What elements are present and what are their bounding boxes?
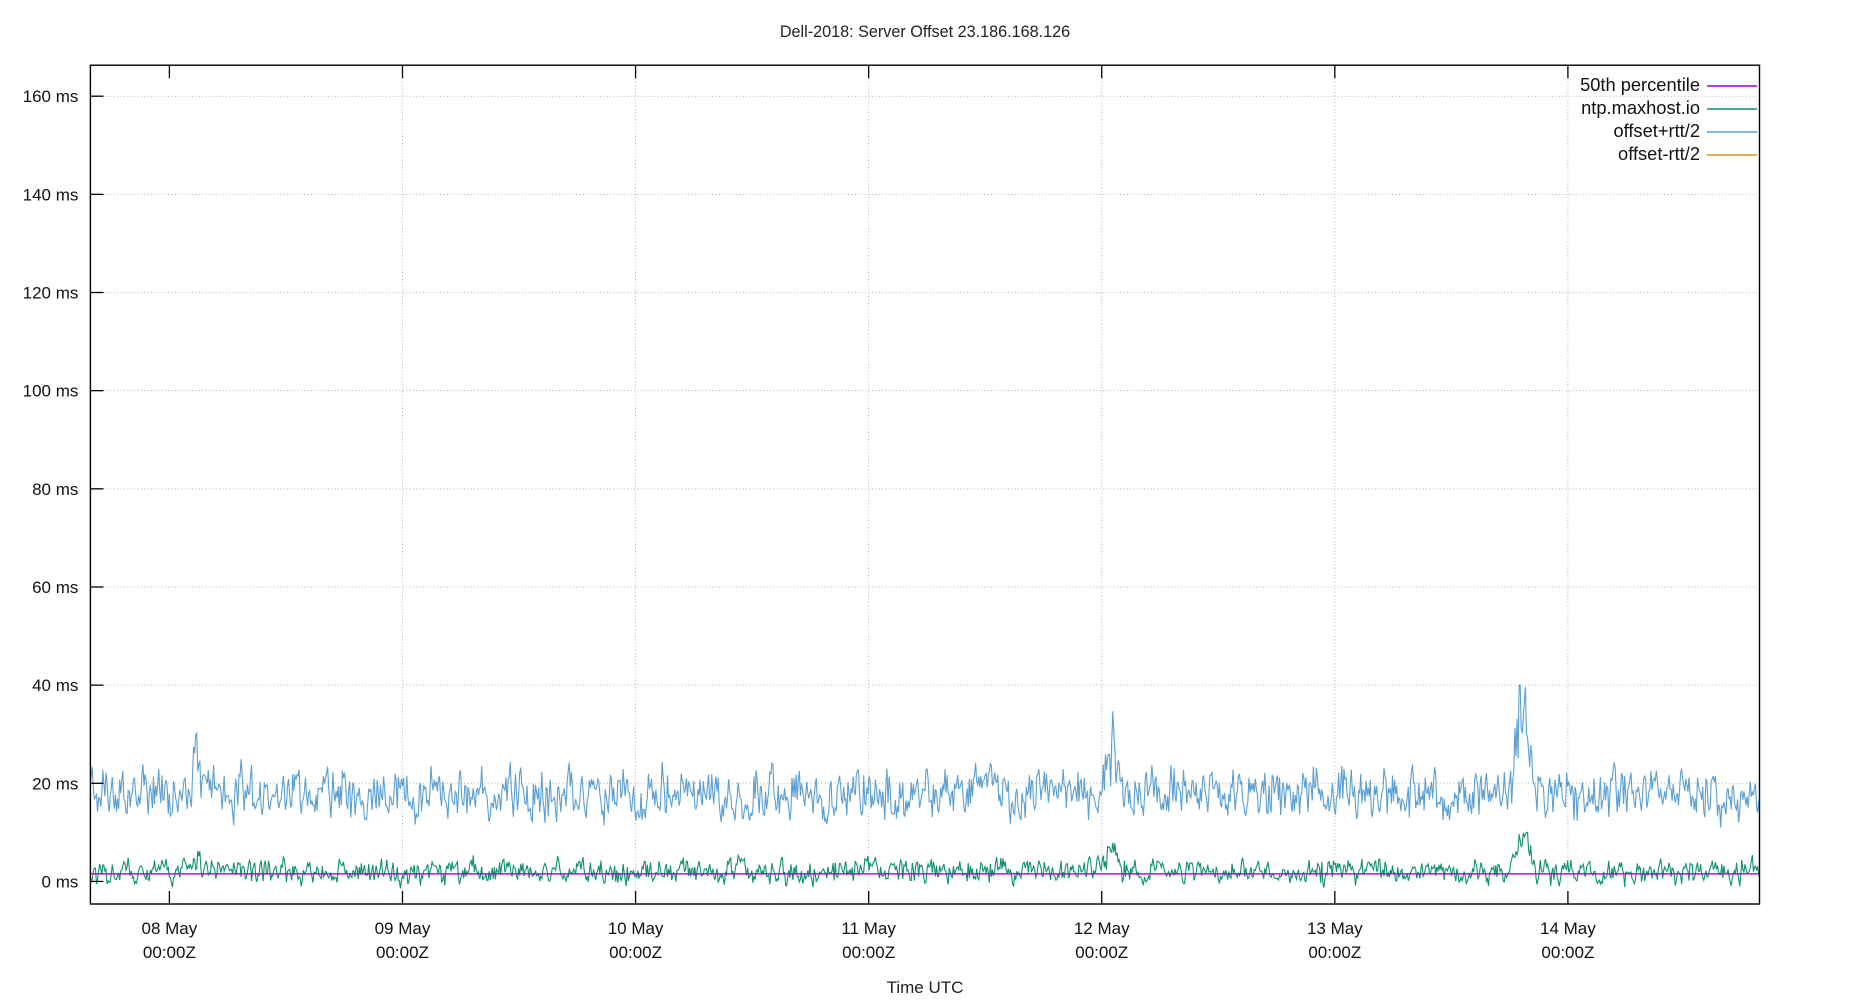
svg-text:140 ms: 140 ms — [23, 185, 79, 204]
svg-text:50th percentile: 50th percentile — [1580, 74, 1700, 95]
svg-text:100 ms: 100 ms — [23, 382, 79, 401]
svg-text:offset-rtt/2: offset-rtt/2 — [1618, 143, 1700, 164]
svg-text:11 May: 11 May — [841, 919, 896, 938]
svg-text:40 ms: 40 ms — [32, 676, 78, 695]
svg-text:12 May: 12 May — [1074, 919, 1130, 938]
svg-text:14 May: 14 May — [1540, 919, 1596, 938]
svg-text:0 ms: 0 ms — [42, 872, 79, 891]
svg-text:00:00Z: 00:00Z — [1308, 943, 1361, 962]
svg-text:00:00Z: 00:00Z — [143, 943, 196, 962]
svg-text:20 ms: 20 ms — [32, 774, 78, 793]
svg-text:ntp.maxhost.io: ntp.maxhost.io — [1581, 97, 1700, 118]
svg-text:80 ms: 80 ms — [32, 480, 78, 499]
svg-text:08 May: 08 May — [142, 919, 198, 938]
svg-text:00:00Z: 00:00Z — [1075, 943, 1128, 962]
svg-text:00:00Z: 00:00Z — [609, 943, 662, 962]
svg-text:10 May: 10 May — [608, 919, 664, 938]
svg-text:120 ms: 120 ms — [23, 284, 79, 303]
svg-text:00:00Z: 00:00Z — [376, 943, 429, 962]
svg-text:00:00Z: 00:00Z — [842, 943, 895, 962]
svg-text:60 ms: 60 ms — [32, 578, 78, 597]
svg-text:offset+rtt/2: offset+rtt/2 — [1613, 120, 1700, 141]
svg-text:09 May: 09 May — [375, 919, 431, 938]
svg-text:13 May: 13 May — [1307, 919, 1363, 938]
svg-text:160 ms: 160 ms — [23, 87, 79, 106]
svg-text:00:00Z: 00:00Z — [1541, 943, 1594, 962]
